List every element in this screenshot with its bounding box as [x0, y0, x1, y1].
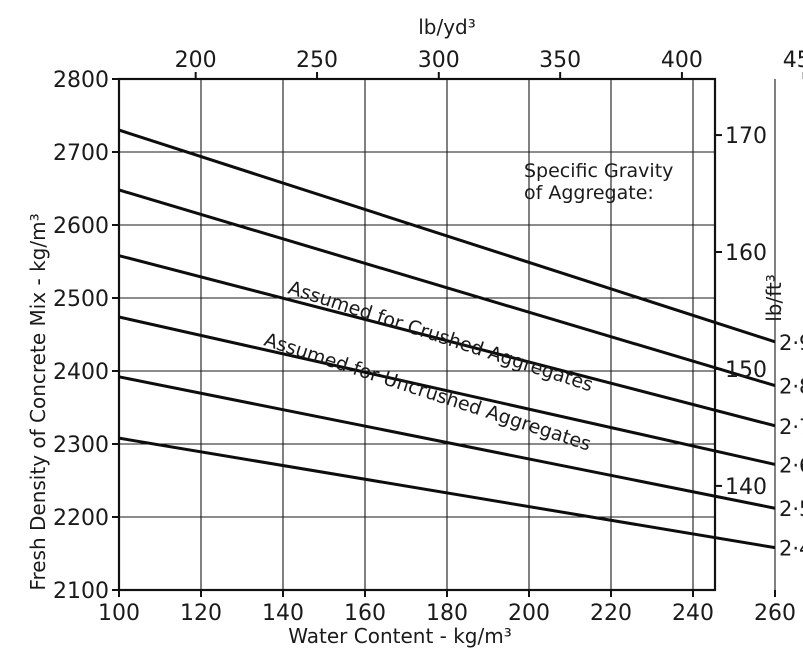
series-label: 2·7 [779, 415, 803, 439]
y-tick-label: 2600 [53, 214, 109, 239]
series-label: 2·5 [779, 497, 803, 521]
series-line [118, 128, 776, 344]
annotation-uncrushed: Assumed for Uncrushed Aggregates [261, 329, 593, 456]
x-tick-label: 140 [262, 601, 304, 626]
y-tick-label: 2400 [53, 360, 109, 385]
series-label: 2·4 [779, 537, 803, 561]
x-tick-label: 100 [98, 601, 140, 626]
series-lines [118, 128, 776, 550]
series-line [118, 315, 776, 466]
right-tick-label: 150 [725, 358, 767, 383]
top-tick-label: 200 [175, 48, 217, 73]
series-label: 2·9 [779, 331, 803, 355]
annotation-crushed: Assumed for Crushed Aggregates [285, 277, 595, 397]
series-label: 2·8 [779, 375, 803, 399]
legend-title-line-1: Specific Gravity [524, 160, 673, 182]
series-line [118, 375, 776, 510]
x-tick-label: 260 [754, 601, 796, 626]
x-tick-label: 240 [672, 601, 714, 626]
y-tick-label: 2500 [53, 287, 109, 312]
plot-frame [112, 72, 803, 597]
series-label: 2·6 [779, 453, 803, 477]
y-tick-label: 2800 [53, 68, 109, 93]
tick-labels: 100 120 140 160 180 200 220 240 260 2100 2200 2300 2… [53, 48, 803, 626]
x-axis-title: Water Content - kg/m³ [288, 624, 511, 648]
top-tick-label: 450 [783, 48, 803, 73]
series-line [118, 254, 776, 428]
x-tick-label: 220 [590, 601, 632, 626]
x-tick-label: 120 [180, 601, 222, 626]
top-tick-label: 400 [661, 48, 703, 73]
series-line [118, 188, 776, 388]
series-line [118, 436, 776, 550]
right-tick-label: 160 [725, 241, 767, 266]
y-tick-label: 2100 [53, 579, 109, 604]
legend-title-line-2: of Aggregate: [524, 182, 654, 204]
plot-border [117, 77, 717, 592]
top-axis-title: lb/yd³ [418, 15, 476, 39]
y-axis-title: Fresh Density of Concrete Mix - kg/m³ [26, 213, 50, 590]
y-tick-label: 2700 [53, 141, 109, 166]
y-tick-label: 2300 [53, 433, 109, 458]
x-tick-label: 200 [508, 601, 550, 626]
right-tick-label: 170 [725, 124, 767, 149]
x-tick-label: 160 [344, 601, 386, 626]
x-tick-label: 180 [426, 601, 468, 626]
top-tick-label: 350 [539, 48, 581, 73]
y-tick-label: 2200 [53, 506, 109, 531]
top-tick-label: 300 [418, 48, 460, 73]
right-tick-label: 140 [725, 475, 767, 500]
right-axis-title: lb/ft³ [762, 274, 786, 322]
top-tick-label: 250 [296, 48, 338, 73]
